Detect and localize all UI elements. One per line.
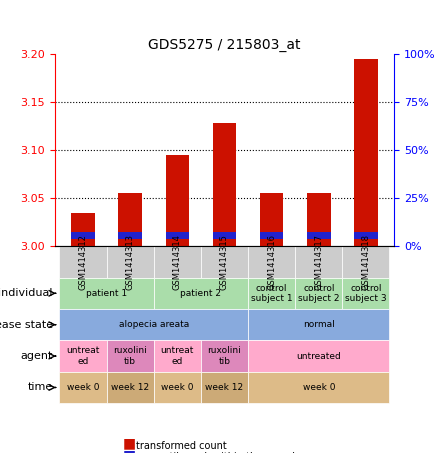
FancyBboxPatch shape [154, 246, 201, 278]
Text: ruxolini
tib: ruxolini tib [208, 347, 241, 366]
Text: GSM1414317: GSM1414317 [314, 234, 323, 290]
Bar [307, 232, 331, 239]
Text: percentile rank within the sample: percentile rank within the sample [136, 452, 301, 453]
FancyBboxPatch shape [154, 340, 201, 372]
Text: ■: ■ [123, 448, 136, 453]
Text: GSM1414314: GSM1414314 [173, 234, 182, 290]
Text: alopecia areata: alopecia areata [119, 320, 189, 329]
Text: patient 1: patient 1 [86, 289, 127, 298]
FancyBboxPatch shape [106, 340, 154, 372]
Text: week 0: week 0 [303, 383, 335, 392]
FancyBboxPatch shape [248, 278, 295, 309]
Text: patient 2: patient 2 [180, 289, 221, 298]
FancyBboxPatch shape [106, 246, 154, 278]
FancyBboxPatch shape [343, 278, 389, 309]
Title: GDS5275 / 215803_at: GDS5275 / 215803_at [148, 38, 301, 52]
Bar [71, 212, 95, 246]
Text: agent: agent [20, 351, 53, 361]
Text: GSM1414313: GSM1414313 [126, 234, 134, 290]
Bar [118, 232, 142, 239]
FancyBboxPatch shape [154, 278, 248, 309]
FancyBboxPatch shape [60, 372, 106, 403]
Text: disease state: disease state [0, 320, 53, 330]
FancyBboxPatch shape [60, 340, 106, 372]
Bar [71, 232, 95, 239]
Text: ■: ■ [123, 437, 136, 451]
Text: ruxolini
tib: ruxolini tib [113, 347, 147, 366]
FancyBboxPatch shape [201, 340, 248, 372]
FancyBboxPatch shape [295, 246, 343, 278]
Text: time: time [28, 382, 53, 392]
Text: control
subject 2: control subject 2 [298, 284, 339, 303]
FancyBboxPatch shape [154, 372, 201, 403]
Text: week 12: week 12 [111, 383, 149, 392]
Bar [118, 193, 142, 246]
Bar [166, 232, 189, 239]
FancyBboxPatch shape [201, 372, 248, 403]
Text: week 12: week 12 [205, 383, 244, 392]
FancyBboxPatch shape [248, 340, 389, 372]
Text: GSM1414312: GSM1414312 [78, 234, 88, 290]
Bar [354, 232, 378, 239]
Bar [213, 123, 236, 246]
Text: control
subject 3: control subject 3 [345, 284, 387, 303]
Text: week 0: week 0 [67, 383, 99, 392]
Text: untreat
ed: untreat ed [161, 347, 194, 366]
Bar [260, 193, 283, 246]
Bar [213, 232, 236, 239]
FancyBboxPatch shape [343, 246, 389, 278]
FancyBboxPatch shape [248, 309, 389, 340]
FancyBboxPatch shape [295, 278, 343, 309]
Bar [307, 193, 331, 246]
Text: untreated: untreated [297, 352, 341, 361]
FancyBboxPatch shape [60, 309, 248, 340]
FancyBboxPatch shape [60, 278, 154, 309]
Text: GSM1414318: GSM1414318 [361, 234, 371, 290]
Text: GSM1414315: GSM1414315 [220, 234, 229, 290]
Text: GSM1414316: GSM1414316 [267, 234, 276, 290]
Text: individual: individual [0, 288, 53, 298]
FancyBboxPatch shape [248, 246, 295, 278]
Text: transformed count: transformed count [136, 441, 226, 451]
FancyBboxPatch shape [201, 246, 248, 278]
Text: untreat
ed: untreat ed [66, 347, 100, 366]
Bar [354, 59, 378, 246]
Text: normal: normal [303, 320, 335, 329]
Bar [166, 155, 189, 246]
FancyBboxPatch shape [60, 246, 106, 278]
FancyBboxPatch shape [106, 372, 154, 403]
Text: week 0: week 0 [161, 383, 194, 392]
Bar [260, 232, 283, 239]
Text: control
subject 1: control subject 1 [251, 284, 293, 303]
FancyBboxPatch shape [248, 372, 389, 403]
